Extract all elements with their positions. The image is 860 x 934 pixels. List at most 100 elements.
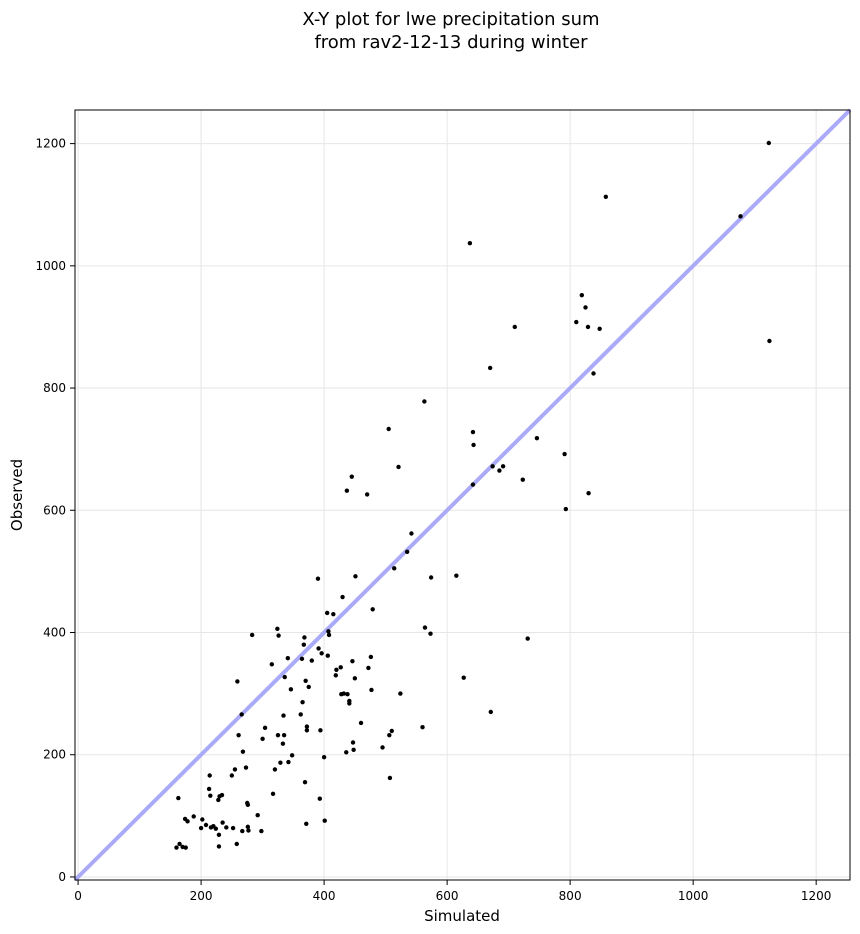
data-point — [534, 435, 540, 441]
data-point — [321, 754, 327, 760]
data-point — [579, 292, 585, 298]
data-point — [368, 654, 374, 660]
data-point — [341, 691, 346, 696]
chart-title-line-2: from rav2-12-13 during winter — [314, 32, 588, 53]
data-point — [351, 747, 356, 753]
data-point — [322, 818, 327, 823]
data-point — [216, 844, 222, 849]
data-point — [326, 632, 332, 638]
data-point — [497, 468, 502, 473]
data-point — [304, 724, 310, 729]
data-point — [200, 817, 205, 822]
data-point — [318, 728, 323, 733]
data-point — [344, 488, 350, 493]
y-tick-label: 400 — [43, 626, 66, 640]
data-point — [470, 429, 476, 435]
data-point — [324, 610, 330, 616]
x-tick-label: 400 — [313, 889, 336, 903]
data-point — [334, 667, 339, 672]
data-point — [369, 687, 374, 693]
data-point — [234, 841, 239, 847]
y-tick-label: 0 — [58, 870, 66, 884]
data-point — [387, 732, 392, 738]
data-point — [585, 324, 591, 330]
data-point — [275, 732, 281, 738]
data-point — [282, 674, 287, 680]
data-point — [245, 802, 251, 808]
data-point — [303, 678, 308, 683]
data-point — [288, 687, 294, 692]
data-point — [366, 665, 371, 671]
data-point — [174, 845, 179, 850]
data-point — [262, 725, 268, 731]
data-point — [591, 371, 596, 376]
data-point — [422, 399, 427, 404]
data-point — [563, 506, 569, 512]
data-point — [597, 326, 602, 331]
data-point — [490, 464, 495, 469]
data-point — [454, 573, 459, 578]
data-point — [350, 659, 355, 664]
data-point — [420, 725, 425, 730]
data-point — [185, 819, 190, 824]
data-point — [409, 531, 414, 536]
data-point — [301, 642, 307, 647]
data-point — [304, 821, 309, 826]
data-point — [326, 629, 331, 634]
data-point — [520, 477, 525, 482]
data-point — [208, 793, 213, 798]
data-point — [216, 832, 222, 837]
data-point — [304, 728, 310, 733]
data-point — [306, 684, 311, 690]
data-point — [249, 632, 255, 638]
data-point — [347, 701, 352, 706]
data-point — [286, 759, 291, 765]
data-point — [319, 651, 324, 656]
data-point — [229, 773, 235, 778]
data-point — [380, 745, 385, 750]
data-point — [404, 549, 410, 555]
data-point — [353, 574, 358, 579]
data-point — [272, 767, 278, 772]
data-point — [471, 442, 476, 448]
data-point — [269, 662, 275, 667]
data-point — [470, 482, 476, 487]
data-point — [298, 712, 303, 717]
data-point — [461, 675, 466, 680]
chart-title-line-1: X-Y plot for lwe precipitation sum — [302, 9, 599, 30]
data-point — [500, 464, 506, 469]
x-tick-label: 200 — [190, 889, 213, 903]
reference-line-layer — [73, 108, 852, 882]
data-point — [213, 826, 219, 831]
y-axis: 0 200 400 600 800 1000 1200 — [35, 137, 75, 884]
y-tick-label: 600 — [43, 503, 66, 517]
data-point — [240, 828, 245, 834]
data-point — [422, 625, 428, 630]
data-point — [191, 814, 196, 819]
data-point — [270, 791, 276, 797]
data-point — [562, 451, 567, 457]
data-point — [358, 720, 364, 726]
data-point — [467, 241, 473, 246]
data-point — [232, 767, 238, 772]
data-point — [299, 656, 305, 661]
x-tick-label: 800 — [559, 889, 582, 903]
data-point — [281, 713, 286, 718]
one-to-one-line — [73, 108, 852, 882]
data-point — [224, 825, 229, 830]
x-tick-label: 1200 — [801, 889, 832, 903]
x-axis-label: Simulated — [424, 907, 500, 925]
data-point — [398, 691, 403, 696]
data-point — [487, 365, 493, 371]
data-point — [386, 426, 391, 432]
data-point — [349, 474, 354, 479]
data-point — [574, 319, 579, 325]
data-point — [198, 825, 204, 831]
data-point — [183, 845, 188, 850]
data-point — [317, 796, 323, 801]
data-point — [428, 631, 433, 636]
data-point — [364, 492, 370, 497]
data-point — [428, 575, 434, 580]
data-point — [583, 305, 588, 310]
